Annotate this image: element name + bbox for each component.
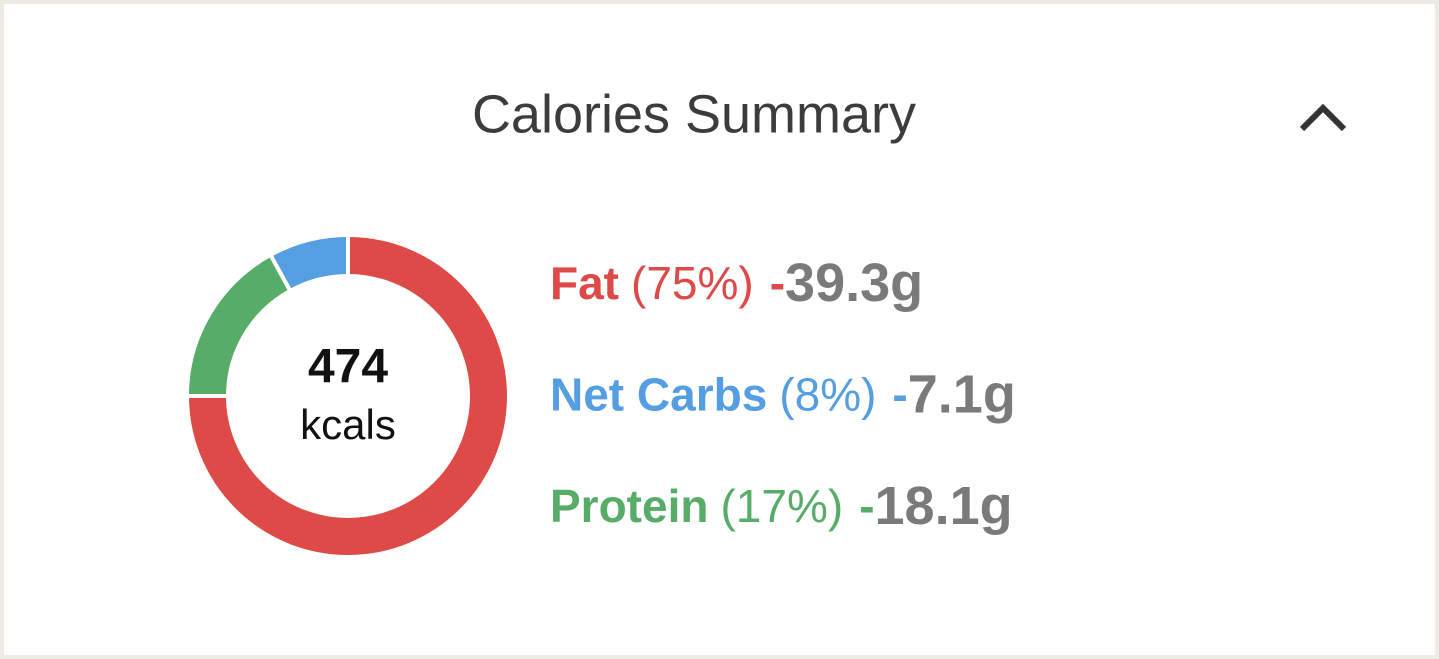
legend-name: Net Carbs <box>550 369 767 421</box>
legend-entry: Fat (75%) -39.3g <box>550 253 923 313</box>
legend-entry: Protein (17%) -18.1g <box>550 476 1013 536</box>
donut <box>184 232 511 559</box>
total-value: 474 <box>308 341 388 394</box>
legend-amount: 7.1g <box>908 365 1016 425</box>
legend-separator: - <box>892 369 907 421</box>
collapse-button[interactable] <box>1290 88 1356 148</box>
legend-separator: - <box>859 480 874 532</box>
legend-name: Protein <box>550 480 708 532</box>
title: Calories Summary <box>472 84 916 144</box>
legend-entry: Net Carbs (8%) -7.1g <box>550 365 1016 425</box>
donut-slice <box>184 232 511 559</box>
legend-name: Fat <box>550 257 619 309</box>
donut-slice <box>184 252 293 398</box>
legend-amount: 39.3g <box>785 253 923 313</box>
total-unit: kcals <box>300 401 396 448</box>
legend-amount: 18.1g <box>875 476 1013 536</box>
collapse-hit-area[interactable] <box>1290 88 1356 148</box>
legend-percent: (17%) <box>720 480 843 532</box>
donut-slice <box>267 232 350 294</box>
legend-percent: (75%) <box>631 257 754 309</box>
chevron-up[interactable] <box>1299 103 1347 132</box>
legend-separator: - <box>770 257 785 309</box>
legend-percent: (8%) <box>779 369 876 421</box>
